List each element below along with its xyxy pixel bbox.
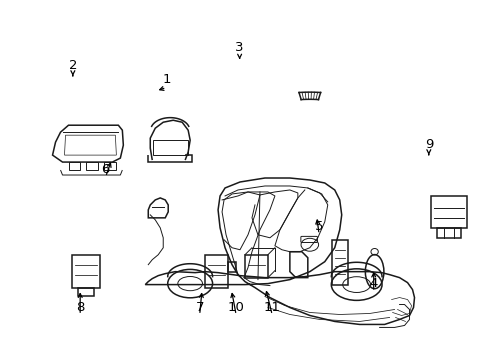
Text: 9: 9: [424, 138, 432, 150]
Text: 7: 7: [195, 301, 203, 314]
Text: 1: 1: [162, 73, 170, 86]
Text: 11: 11: [263, 301, 280, 314]
Text: 5: 5: [314, 220, 323, 233]
Text: 3: 3: [235, 41, 244, 54]
Text: 6: 6: [101, 163, 109, 176]
Text: 10: 10: [227, 301, 244, 314]
Text: 4: 4: [369, 278, 377, 291]
Text: 8: 8: [76, 301, 84, 314]
Text: 2: 2: [68, 59, 77, 72]
